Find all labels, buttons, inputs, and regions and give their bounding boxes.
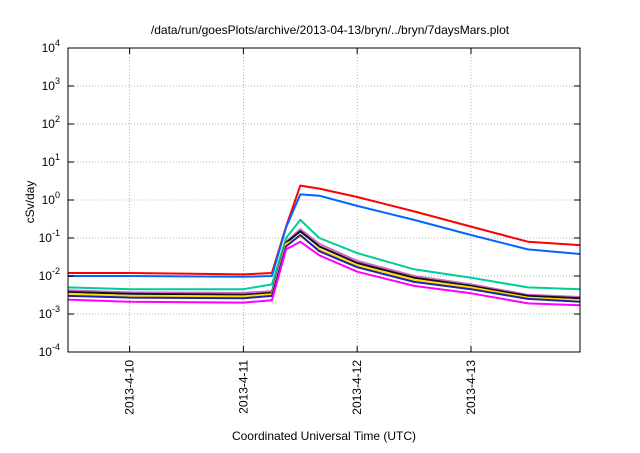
y-tick-label: 104 [42,38,60,55]
x-tick-label: 2013-4-12 [350,360,364,415]
series-line-7 [67,234,581,303]
series-line-2 [68,193,581,278]
x-tick-label: 2013-4-11 [236,360,250,414]
series-line-5 [67,230,581,300]
y-tick-label: 101 [42,152,60,169]
x-tick-label: 2013-4-13 [464,360,478,415]
y-tick-label: 100 [42,190,60,207]
grid [68,48,580,352]
x-tick-label: 2013-4-10 [123,360,137,415]
y-tick-label: 10-3 [39,304,60,321]
y-tick-label: 10-1 [39,228,60,245]
y-tick-label: 10-4 [39,342,60,359]
y-tick-label: 10-2 [39,266,60,283]
y-axis-label: cSv/day [23,181,37,224]
y-tick-label: 103 [42,76,60,93]
series-line-4 [67,228,581,298]
series-layer [67,184,581,307]
series-line-3 [67,218,581,291]
series-line-8 [67,240,581,307]
axes: 10-4 10-3 10-2 10-1 100 101 102 103 104 2013-4-10… [39,38,580,415]
chart-title: /data/run/goesPlots/archive/2013-04-13/b… [151,23,510,37]
x-axis-label: Coordinated Universal Time (UTC) [232,429,416,443]
y-tick-label: 102 [42,114,60,131]
series-line-1 [68,184,581,276]
